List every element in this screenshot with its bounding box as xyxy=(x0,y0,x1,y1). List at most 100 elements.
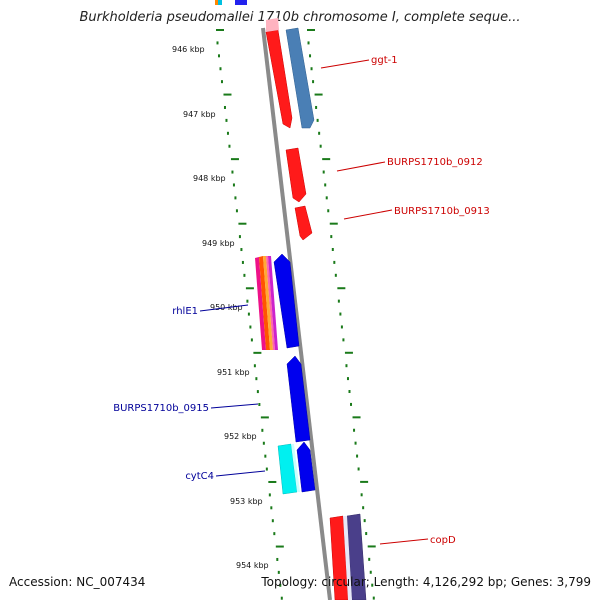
right-ruler-dot xyxy=(348,390,351,394)
right-gene-labels: ggt-1 BURPS1710b_0912 BURPS1710b_0913 co… xyxy=(320,55,490,546)
left-ruler-dot xyxy=(271,519,274,523)
gene-label-BURPS1710b_0915[interactable]: BURPS1710b_0915 xyxy=(113,403,209,414)
tick-label-951: 951 kbp xyxy=(217,368,250,377)
left-ruler-dot xyxy=(277,570,280,574)
right-ruler-dot xyxy=(354,441,357,445)
left-ruler-dot xyxy=(220,80,223,84)
right-ruler-dot xyxy=(340,325,343,329)
left-ruler-dot xyxy=(270,506,273,510)
left-ruler-dot xyxy=(265,467,268,471)
tick-label-947: 947 kbp xyxy=(183,110,216,119)
gene-label-rhlE1[interactable]: rhlE1 xyxy=(172,306,198,317)
left-ruler-dot xyxy=(249,325,252,329)
right-ruler-dot xyxy=(350,402,353,406)
left-ruler-dot xyxy=(268,493,271,497)
tick-label-946: 946 kbp xyxy=(172,45,205,54)
right-ruler-dot xyxy=(325,196,328,200)
right-ruler-dot xyxy=(309,54,312,58)
tick-label-952: 952 kbp xyxy=(224,432,257,441)
gene-label-BURPS1710b_0913[interactable]: BURPS1710b_0913 xyxy=(394,206,490,217)
gene-feature-blue-2[interactable] xyxy=(296,441,316,493)
left-ruler-dot xyxy=(243,273,246,277)
gene-feature-copD-slate[interactable] xyxy=(346,513,367,600)
right-ruler-dot xyxy=(363,519,366,523)
gene-label-BURPS1710b_0912[interactable]: BURPS1710b_0912 xyxy=(387,157,483,168)
right-ruler-dot xyxy=(353,428,356,432)
gene-feature-rhlE1[interactable] xyxy=(255,256,278,350)
left-ruler-dot xyxy=(231,170,234,174)
right-ruler-dot xyxy=(327,209,330,213)
left-ruler-dot xyxy=(264,454,267,458)
pink-marker xyxy=(266,18,279,32)
left-ruler-dot xyxy=(225,118,228,122)
left-ruler-dot xyxy=(255,377,258,381)
left-ruler-dot xyxy=(232,183,235,187)
right-ruler-dot xyxy=(337,287,346,290)
left-ruler-dot xyxy=(216,41,219,45)
left-ruler-dot xyxy=(256,390,259,394)
right-ruler-dot xyxy=(307,29,315,31)
right-ruler-dot xyxy=(369,570,372,574)
right-ruler-dot xyxy=(322,158,331,161)
left-ruler-dot xyxy=(260,416,269,419)
right-ruler-dot xyxy=(367,545,376,548)
right-ruler-dot xyxy=(331,247,334,251)
left-ruler-dot xyxy=(275,545,284,548)
left-ruler-dot xyxy=(235,209,238,213)
right-ruler-dot xyxy=(329,222,338,225)
right-ruler-dot xyxy=(314,93,323,96)
gene-label-ggt-1[interactable]: ggt-1 xyxy=(371,55,398,66)
gene-label-copD[interactable]: copD xyxy=(430,535,456,546)
summary-text: Topology: circular; Length: 4,126,292 bp… xyxy=(261,575,591,589)
right-ruler-dot xyxy=(310,67,313,71)
left-ruler-dot xyxy=(230,158,239,161)
genome-backbone xyxy=(261,27,332,600)
accession-text: Accession: NC_007434 xyxy=(9,575,146,589)
gene-feature-copD[interactable] xyxy=(329,515,349,600)
left-ruler-dot xyxy=(258,402,261,406)
right-ruler-dot xyxy=(346,377,349,381)
right-ruler-dot xyxy=(372,596,375,600)
left-ruler-dot xyxy=(228,144,231,148)
right-ruler-dot xyxy=(337,299,340,303)
left-ruler-dot xyxy=(226,131,229,135)
left-ruler-dot xyxy=(238,235,241,239)
right-ruler-dot xyxy=(307,41,310,45)
gene-feature-ggt-1-cds[interactable] xyxy=(285,27,315,129)
left-ruler-dot xyxy=(273,532,276,536)
right-ruler-dot xyxy=(357,467,360,471)
right-ruler-dot xyxy=(315,105,318,109)
right-ruler-dot xyxy=(324,183,327,187)
gene-feature-BURPS1710b_0915[interactable] xyxy=(286,355,311,443)
right-ruler-dot xyxy=(368,557,371,561)
right-ruler-dot xyxy=(339,312,342,316)
right-ruler-dot xyxy=(318,131,321,135)
gene-feature-blue-1[interactable] xyxy=(273,253,300,349)
right-ruler-dot xyxy=(333,260,336,264)
left-ruler-dot xyxy=(216,29,224,31)
right-ruler-dot xyxy=(360,493,363,497)
left-ruler-dot xyxy=(245,287,254,290)
right-ruler-dot xyxy=(316,118,319,122)
left-ruler-dot xyxy=(279,583,282,587)
left-ruler-dot xyxy=(253,351,262,354)
left-ruler-dot xyxy=(219,67,222,71)
tick-label-948: 948 kbp xyxy=(193,174,226,183)
right-ruler-dot xyxy=(356,454,359,458)
gene-label-cytC4[interactable]: cytC4 xyxy=(185,471,214,482)
right-ruler-dot xyxy=(322,170,325,174)
right-ruler-dot xyxy=(360,480,369,483)
gene-feature-cytC4-light xyxy=(291,444,300,492)
left-ruler-dot xyxy=(247,312,250,316)
left-ruler-dot xyxy=(276,557,279,561)
gene-feature-BURPS1710b_0912[interactable] xyxy=(285,147,307,203)
left-ruler-dot xyxy=(253,364,256,368)
gene-feature-BURPS1710b_0913[interactable] xyxy=(294,205,313,241)
ruler-tracks xyxy=(216,29,376,600)
left-ruler-dot xyxy=(241,260,244,264)
right-ruler-dot xyxy=(352,416,361,419)
left-ruler-dot xyxy=(246,299,249,303)
tick-label-954: 954 kbp xyxy=(236,561,269,570)
right-ruler-dot xyxy=(345,364,348,368)
